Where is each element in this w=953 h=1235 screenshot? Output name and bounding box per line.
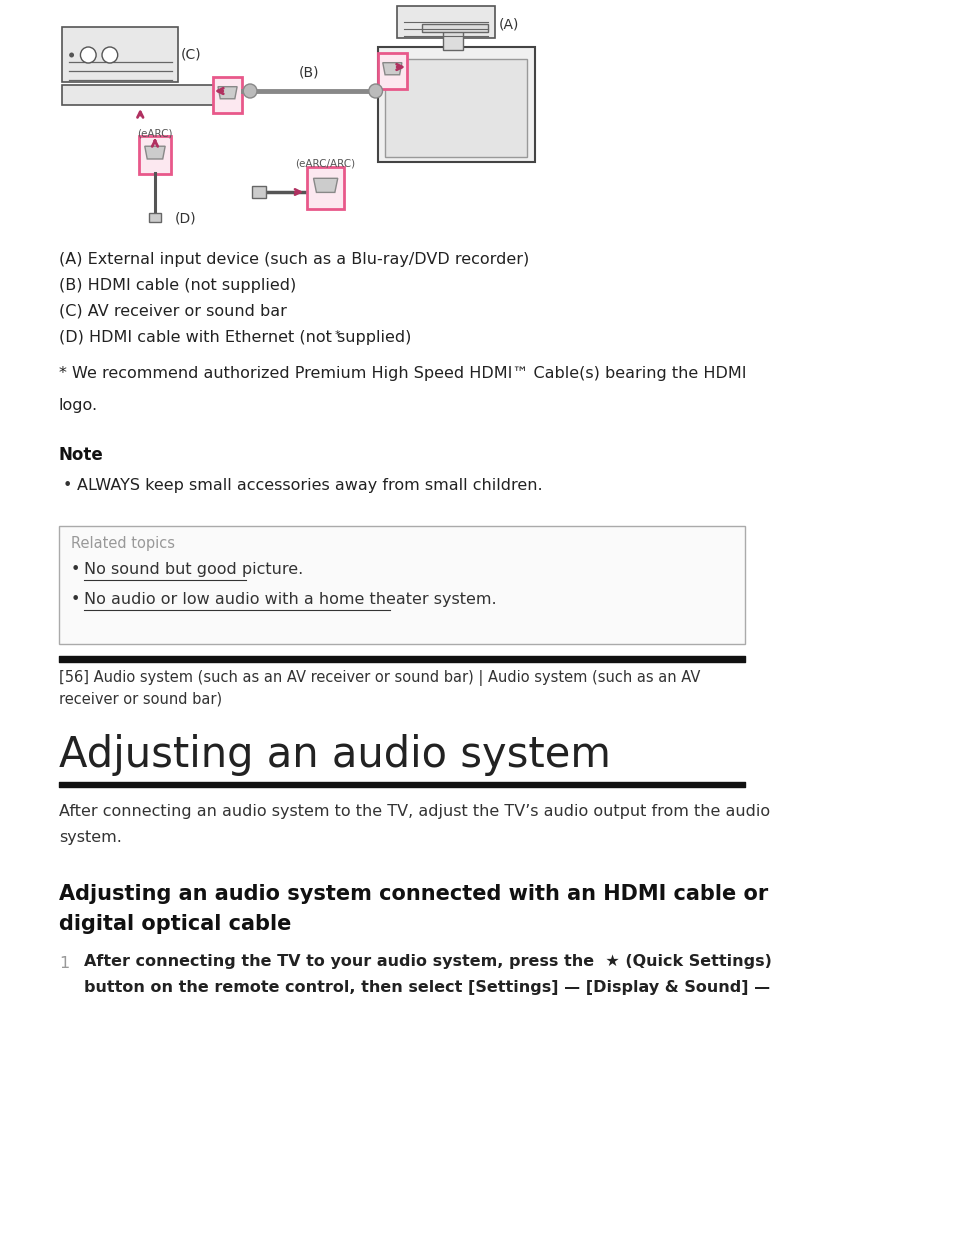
Text: (eARC/ARC): (eARC/ARC): [295, 159, 355, 169]
Text: [56] Audio system (such as an AV receiver or sound bar) | Audio system (such as : [56] Audio system (such as an AV receive…: [59, 671, 700, 685]
Text: After connecting the TV to your audio system, press the  ★ (Quick Settings): After connecting the TV to your audio sy…: [84, 953, 771, 969]
Text: After connecting an audio system to the TV, adjust the TV’s audio output from th: After connecting an audio system to the …: [59, 804, 769, 819]
Polygon shape: [218, 86, 237, 99]
Bar: [443, 30, 462, 49]
Bar: [139, 136, 171, 174]
Text: (A) External input device (such as a Blu-ray/DVD recorder): (A) External input device (such as a Blu…: [59, 252, 529, 267]
Circle shape: [243, 84, 256, 98]
Bar: [252, 186, 266, 198]
Text: (C) AV receiver or sound bar: (C) AV receiver or sound bar: [59, 304, 287, 319]
Text: (A): (A): [497, 19, 518, 32]
Bar: [396, 6, 495, 38]
Bar: [62, 85, 218, 105]
Circle shape: [369, 84, 382, 98]
Text: logo.: logo.: [59, 398, 98, 412]
Circle shape: [80, 47, 96, 63]
Text: button on the remote control, then select [Settings] — [Display & Sound] —: button on the remote control, then selec…: [84, 981, 770, 995]
Text: receiver or sound bar): receiver or sound bar): [59, 692, 222, 706]
Bar: [377, 53, 407, 89]
Text: Related topics: Related topics: [71, 536, 174, 551]
Text: (C): (C): [180, 48, 201, 62]
Bar: [149, 212, 161, 222]
Text: •: •: [71, 562, 80, 577]
Text: (D) HDMI cable with Ethernet (not supplied): (D) HDMI cable with Ethernet (not suppli…: [59, 330, 411, 345]
Text: (B): (B): [298, 65, 319, 79]
Bar: [421, 23, 488, 32]
Text: No audio or low audio with a home theater system.: No audio or low audio with a home theate…: [84, 592, 497, 606]
Bar: [377, 47, 534, 162]
Text: (D): (D): [174, 211, 196, 225]
Text: *: *: [335, 330, 340, 340]
Bar: [385, 59, 526, 157]
Text: (eARC): (eARC): [137, 128, 172, 138]
Text: ALWAYS keep small accessories away from small children.: ALWAYS keep small accessories away from …: [76, 478, 541, 493]
Text: Adjusting an audio system: Adjusting an audio system: [59, 734, 610, 776]
Circle shape: [102, 47, 117, 63]
Text: Adjusting an audio system connected with an HDMI cable or: Adjusting an audio system connected with…: [59, 884, 767, 904]
Text: digital optical cable: digital optical cable: [59, 914, 291, 934]
Text: 1: 1: [59, 956, 69, 971]
Circle shape: [69, 53, 74, 58]
Text: Note: Note: [59, 446, 104, 464]
Text: (B) HDMI cable (not supplied): (B) HDMI cable (not supplied): [59, 278, 295, 293]
Polygon shape: [145, 146, 165, 159]
Polygon shape: [314, 178, 337, 193]
Bar: [307, 167, 344, 209]
Bar: [213, 77, 242, 112]
Polygon shape: [382, 63, 401, 75]
Text: •: •: [63, 478, 72, 493]
Text: system.: system.: [59, 830, 122, 845]
Bar: [62, 27, 177, 82]
Text: •: •: [71, 592, 80, 606]
Bar: [59, 526, 744, 643]
Text: No sound but good picture.: No sound but good picture.: [84, 562, 303, 577]
Text: * We recommend authorized Premium High Speed HDMI™ Cable(s) bearing the HDMI: * We recommend authorized Premium High S…: [59, 366, 745, 382]
